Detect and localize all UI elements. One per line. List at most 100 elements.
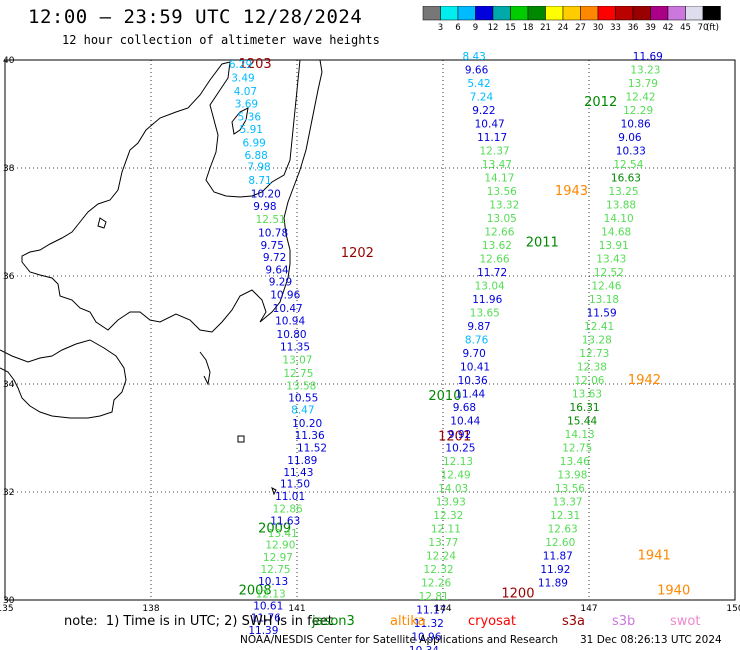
wave-height-value: 14.13 xyxy=(565,429,595,441)
wave-height-value: 13.62 xyxy=(482,240,512,252)
pass-label: 1201 xyxy=(438,430,471,445)
colorbar-tick: (ft) xyxy=(706,23,719,32)
wave-height-value: 8.47 xyxy=(291,405,314,417)
wave-height-value: 11.36 xyxy=(295,430,325,442)
wave-height-value: 12.75 xyxy=(562,443,592,455)
wave-height-value: 9.06 xyxy=(618,132,642,144)
wave-height-value: 10.78 xyxy=(258,228,288,240)
colorbar-tick: 15 xyxy=(505,23,516,32)
wave-height-value: 11.17 xyxy=(477,132,507,144)
pass-label: 1200 xyxy=(501,586,534,601)
wave-height-value: 5.42 xyxy=(467,78,490,90)
wave-height-value: 11.89 xyxy=(538,578,568,590)
lon-tick-label: 150 xyxy=(726,604,740,614)
wave-height-value: 9.29 xyxy=(269,277,292,289)
wave-height-value: 11.89 xyxy=(287,455,317,467)
wave-height-value: 13.88 xyxy=(606,200,636,212)
pass-label: 2009 xyxy=(258,522,291,537)
wave-height-value: 9.68 xyxy=(453,402,476,414)
sado-island xyxy=(231,107,249,135)
pass-label: 1943 xyxy=(555,184,588,199)
map-title: 12:00 – 23:59 UTC 12/28/2024 xyxy=(28,6,363,28)
lat-tick-label: 34 xyxy=(3,380,15,390)
colorbar-tick: 30 xyxy=(593,23,604,32)
wave-height-value: 11.43 xyxy=(283,467,313,479)
wave-height-value: 10.20 xyxy=(292,418,322,430)
wave-height-value: 13.91 xyxy=(599,240,629,252)
wave-height-value: 13.43 xyxy=(596,254,626,266)
wave-height-value: 12.13 xyxy=(256,588,286,600)
wave-height-value: 13.47 xyxy=(482,159,512,171)
lon-tick-label: 141 xyxy=(288,604,305,614)
wave-height-value: 12.60 xyxy=(545,537,575,549)
colorbar-swatch xyxy=(702,6,721,21)
wave-height-value: 14.17 xyxy=(484,173,514,185)
map-subtitle: 12 hour collection of altimeter wave hei… xyxy=(62,33,380,47)
small-island-2 xyxy=(237,435,245,443)
wave-height-value: 10.61 xyxy=(253,601,283,613)
small-island-3 xyxy=(271,487,277,496)
wave-height-value: 13.07 xyxy=(282,354,312,366)
wave-height-value: 12.75 xyxy=(261,564,291,576)
wave-height-value: 12.13 xyxy=(443,456,473,468)
wave-height-value: 8.71 xyxy=(248,175,271,187)
pass-label: 1202 xyxy=(341,246,374,261)
wave-height-value: 10.55 xyxy=(288,392,318,404)
wave-height-value: 13.18 xyxy=(589,294,619,306)
wave-height-value: 14.10 xyxy=(604,213,634,225)
wave-height-value: 12.31 xyxy=(550,510,580,522)
pass-label: 1203 xyxy=(239,57,272,72)
wave-height-value: 10.33 xyxy=(616,146,646,158)
colorbar-tick: 45 xyxy=(680,23,691,32)
colorbar-tick: 39 xyxy=(645,23,656,32)
lon-tick-label: 144 xyxy=(434,604,451,614)
satellite-legend-swot: swot xyxy=(670,614,701,629)
wave-height-value: 9.22 xyxy=(472,105,495,117)
credit-line: NOAA/NESDIS Center for Satellite Applica… xyxy=(240,634,558,646)
wave-height-value: 12.52 xyxy=(594,267,624,279)
pass-label: 1941 xyxy=(638,549,671,564)
wave-height-value: 10.47 xyxy=(273,303,303,315)
pass-label: 2010 xyxy=(428,389,461,404)
wave-height-value: 7.24 xyxy=(470,92,494,104)
wave-height-value: 10.34 xyxy=(409,645,439,650)
wave-height-value: 5.91 xyxy=(240,124,263,136)
wave-height-value: 12.06 xyxy=(574,375,604,387)
wave-height-value: 10.44 xyxy=(450,416,480,428)
wave-height-value: 13.37 xyxy=(553,497,583,509)
wave-height-value: 10.36 xyxy=(458,375,488,387)
wave-height-value: 12.66 xyxy=(484,227,514,239)
wave-height-value: 13.93 xyxy=(436,497,466,509)
lon-tick-label: 135 xyxy=(0,604,14,614)
wave-height-value: 13.56 xyxy=(555,483,585,495)
wave-height-value: 12.37 xyxy=(480,146,510,158)
wave-height-value: 7.98 xyxy=(247,162,270,174)
wave-height-colorbar: 3 6 9 12 15 18 21 24 27 30 33 36 39 42 45 70(ft) xyxy=(422,6,721,32)
wave-height-value: 11.87 xyxy=(543,551,573,563)
wave-height-value: 12.46 xyxy=(591,281,621,293)
pass-label: 2008 xyxy=(239,584,272,599)
wave-height-value: 6.88 xyxy=(244,150,267,162)
wave-height-value: 3.49 xyxy=(231,73,254,85)
satellite-legend-s3b: s3b xyxy=(612,614,636,629)
wave-height-value: 12.42 xyxy=(626,92,656,104)
western-coast xyxy=(0,339,127,419)
wave-height-value: 11.96 xyxy=(472,294,502,306)
wave-height-value: 13.05 xyxy=(487,213,517,225)
axis-labels: 135 138 141 144 147 150 40 38 36 34 32 30 xyxy=(0,56,740,614)
wave-height-value: 14.03 xyxy=(438,483,468,495)
wave-height-value: 11.50 xyxy=(280,479,310,491)
wave-height-value: 12.51 xyxy=(256,214,286,226)
wave-height-value: 12.11 xyxy=(431,524,461,536)
wave-height-value: 12.81 xyxy=(419,591,449,603)
pass-label: 2012 xyxy=(584,95,617,110)
wave-height-value: 12.32 xyxy=(433,510,463,522)
wave-height-value: 13.79 xyxy=(628,78,658,90)
satellite-legend-s3a: s3a xyxy=(562,614,586,629)
wave-height-value: 10.13 xyxy=(258,576,288,588)
small-island-1 xyxy=(97,217,107,229)
wave-height-value: 10.86 xyxy=(621,119,651,131)
colorbar-tick: 70 xyxy=(698,23,709,32)
colorbar-tick: 3 xyxy=(438,23,443,32)
